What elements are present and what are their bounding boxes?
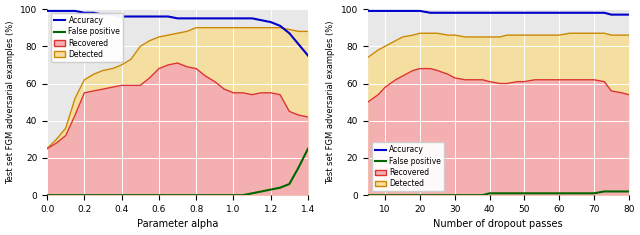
X-axis label: Parameter alpha: Parameter alpha xyxy=(137,219,218,229)
Y-axis label: Test set FGM adversarial examples (%): Test set FGM adversarial examples (%) xyxy=(6,20,15,184)
X-axis label: Number of dropout passes: Number of dropout passes xyxy=(433,219,563,229)
Y-axis label: Test set FGM adversarial examples (%): Test set FGM adversarial examples (%) xyxy=(326,20,335,184)
Legend: Accuracy, False positive, Recovered, Detected: Accuracy, False positive, Recovered, Det… xyxy=(372,142,444,191)
Legend: Accuracy, False positive, Recovered, Detected: Accuracy, False positive, Recovered, Det… xyxy=(51,13,124,62)
